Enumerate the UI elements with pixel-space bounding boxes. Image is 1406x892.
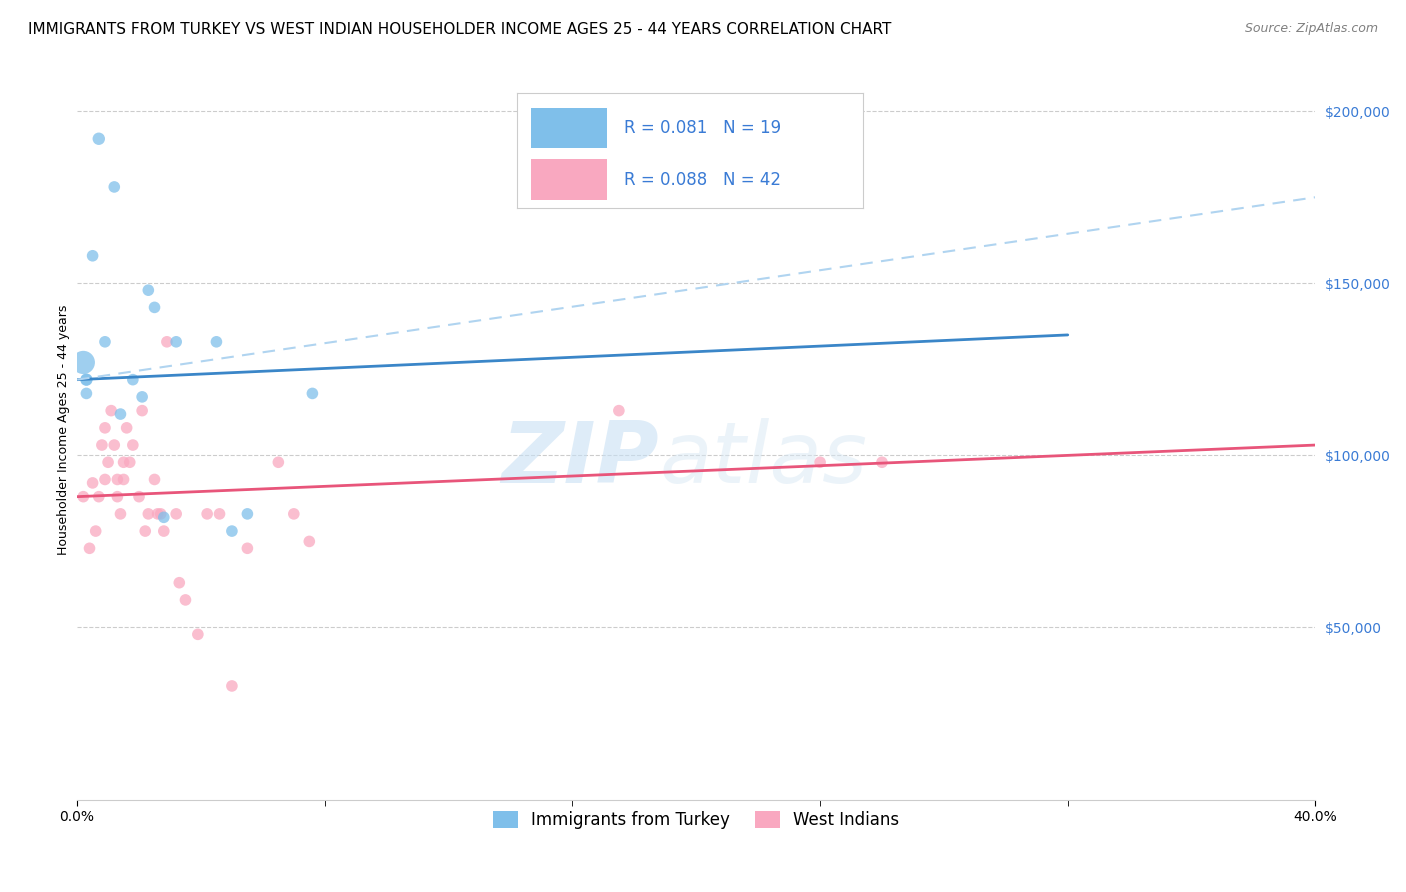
Point [82,475,104,490]
Point [208,507,231,521]
Point [90,438,112,452]
Text: atlas: atlas [659,417,868,500]
Point [84,524,107,538]
Point [131,403,153,417]
Point [236,541,259,556]
Point [97,455,120,469]
Point [808,455,831,469]
Point [75,386,97,401]
Point [94,473,117,487]
Point [205,334,228,349]
Point [156,334,179,349]
Point [146,507,169,521]
Point [103,438,125,452]
Point [169,575,191,590]
Point [174,593,197,607]
Point [187,627,209,641]
Point [79,541,101,556]
Point [118,455,141,469]
Y-axis label: Householder Income Ages 25 - 44 years: Householder Income Ages 25 - 44 years [58,304,70,555]
Point [105,490,128,504]
Point [136,283,159,297]
Point [94,334,117,349]
Point [121,373,143,387]
Point [82,249,104,263]
Point [195,507,218,521]
Point [72,355,94,369]
Point [298,534,321,549]
Point [75,373,97,387]
Point [143,301,166,315]
Point [221,524,243,538]
Point [221,679,243,693]
Point [115,421,138,435]
Point [301,386,323,401]
Point [153,510,176,524]
Point [112,473,135,487]
Point [134,524,156,538]
Text: ZIP: ZIP [502,417,659,500]
Legend: Immigrants from Turkey, West Indians: Immigrants from Turkey, West Indians [486,804,907,836]
Point [165,507,187,521]
Point [143,473,166,487]
Point [128,490,150,504]
Point [94,421,117,435]
Point [149,507,172,521]
Point [110,407,132,421]
Point [103,180,125,194]
Point [87,132,110,146]
Point [607,403,630,417]
Point [283,507,305,521]
Point [75,373,97,387]
Point [100,403,122,417]
Point [87,490,110,504]
Point [236,507,259,521]
Point [110,507,132,521]
Point [105,473,128,487]
Point [870,455,893,469]
Point [112,455,135,469]
Point [267,455,290,469]
Point [165,334,187,349]
Text: Source: ZipAtlas.com: Source: ZipAtlas.com [1244,22,1378,36]
Text: IMMIGRANTS FROM TURKEY VS WEST INDIAN HOUSEHOLDER INCOME AGES 25 - 44 YEARS CORR: IMMIGRANTS FROM TURKEY VS WEST INDIAN HO… [28,22,891,37]
Point [153,524,176,538]
Point [72,490,94,504]
Point [136,507,159,521]
Point [121,438,143,452]
Point [131,390,153,404]
